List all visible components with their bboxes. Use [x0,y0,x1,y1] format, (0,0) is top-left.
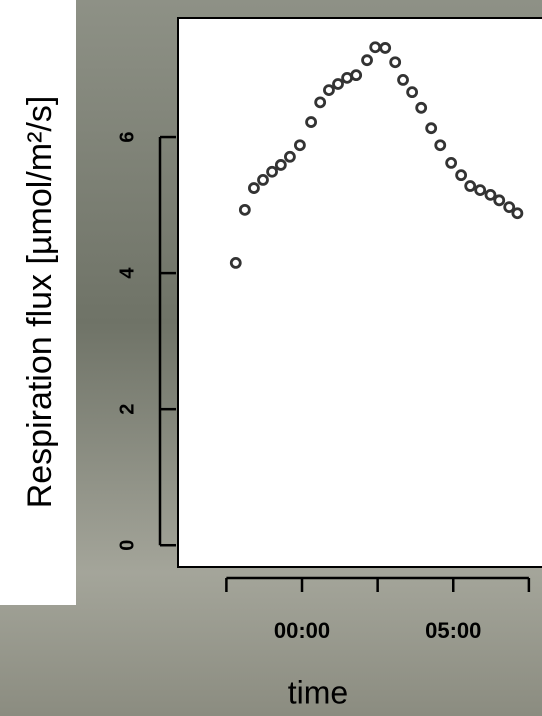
data-point [293,139,306,152]
x-tick-label: 05:00 [425,618,481,643]
y-tick-label: 0 [116,540,138,551]
data-point [266,165,278,178]
data-point [406,86,419,99]
data-point [248,182,260,194]
data-point [314,96,327,109]
data-point [445,157,458,169]
data-point [305,116,317,128]
plot-area [177,17,542,568]
data-point [455,169,468,182]
data-point [379,42,392,54]
data-point [434,139,447,152]
data-point [389,56,402,69]
data-point [361,54,373,67]
data-point [274,159,287,171]
data-point [474,184,487,197]
data-point [484,188,497,201]
data-point [464,180,477,192]
data-point [332,78,344,90]
x-tick-label: 00:00 [274,618,330,643]
data-point [284,150,296,163]
data-point [415,101,428,114]
y-tick-label: 2 [116,404,138,415]
data-point [229,257,242,269]
y-tick-label: 6 [116,131,138,142]
y-axis-label: Respiration flux [µmol/m²/s] [21,96,59,509]
x-axis-label: time [288,674,348,710]
data-point [397,74,409,86]
data-point [350,69,363,82]
y-tick-label: 4 [116,267,138,279]
data-point [257,174,269,186]
data-point [511,207,524,220]
data-point [503,201,516,214]
data-point [323,84,335,97]
data-point [425,122,438,135]
data-point [238,203,251,216]
data-point [493,194,506,207]
y-label-box [0,0,76,605]
